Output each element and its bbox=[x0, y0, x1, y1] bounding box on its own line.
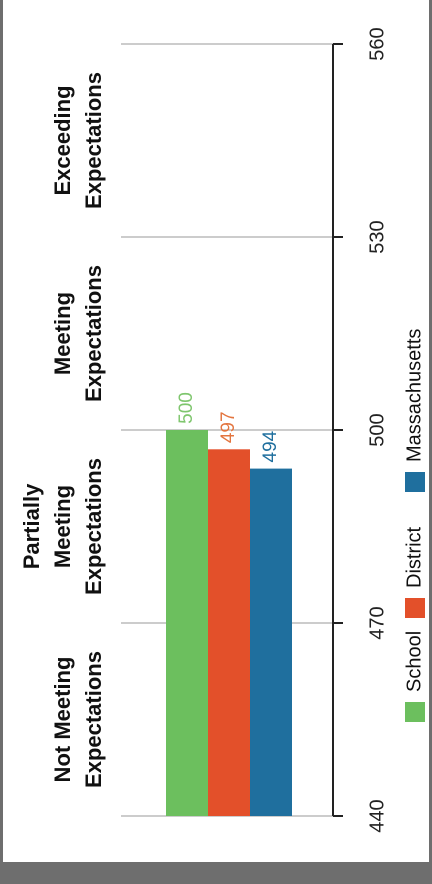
bar-district bbox=[208, 449, 250, 816]
legend-swatch-school bbox=[405, 702, 425, 722]
band-label-2-line-0: Meeting bbox=[50, 292, 75, 375]
tick-label-4: 560 bbox=[366, 27, 388, 60]
band-label-2-line-1: Expectations bbox=[81, 265, 106, 402]
tick-label-2: 500 bbox=[366, 413, 388, 446]
band-label-0-line-0: Not Meeting bbox=[50, 657, 75, 783]
band-label-0-line-1: Expectations bbox=[81, 651, 106, 788]
bar-massachusetts bbox=[250, 468, 292, 816]
tick-label-1: 470 bbox=[366, 606, 388, 639]
legend-swatch-massachusetts bbox=[405, 472, 425, 492]
band-label-1-line-2: Expectations bbox=[81, 458, 106, 595]
legend-label-school: School bbox=[403, 631, 425, 692]
tick-label-0: 440 bbox=[366, 799, 388, 832]
legend-swatch-district bbox=[405, 598, 425, 618]
legend-label-massachusetts: Massachusetts bbox=[403, 329, 425, 462]
data-label-district: 497 bbox=[218, 411, 239, 443]
tick-label-3: 530 bbox=[366, 220, 388, 253]
data-label-school: 500 bbox=[176, 392, 197, 424]
legend-label-district: District bbox=[403, 526, 425, 588]
band-label-3-line-1: Expectations bbox=[81, 72, 106, 209]
band-label-1-line-1: Meeting bbox=[50, 485, 75, 568]
chart-card: 440 470 500 530 560 Not Meeting Expectations Pa… bbox=[3, 0, 429, 862]
data-label-massachusetts: 494 bbox=[260, 430, 281, 462]
band-label-3-line-0: Exceeding bbox=[50, 85, 75, 195]
band-label-1-line-0: Partially bbox=[19, 483, 44, 569]
bar-school bbox=[166, 430, 208, 816]
